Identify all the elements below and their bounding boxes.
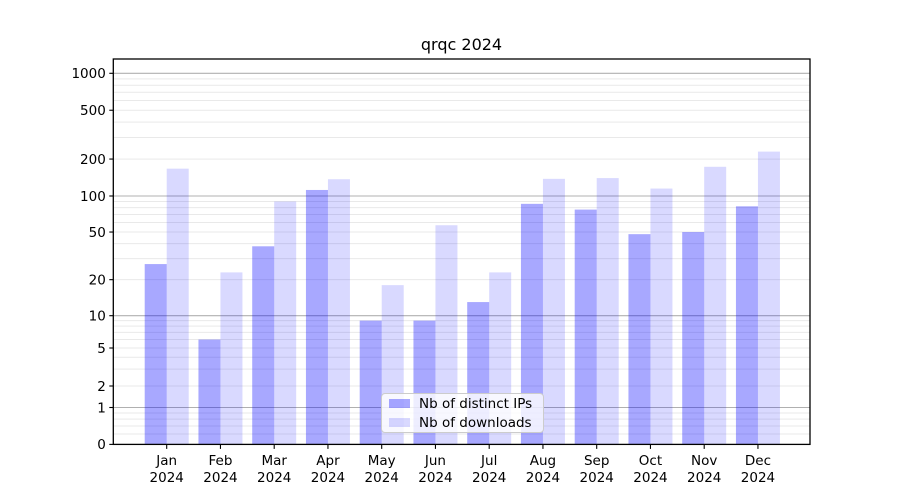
y-tick-label: 0 <box>97 437 106 453</box>
bar-downloads-mar <box>274 201 297 445</box>
chart-title: qrqc 2024 <box>420 35 503 54</box>
x-tick-label-month: Aug <box>530 453 556 469</box>
legend-item-distinct-ips: Nb of distinct IPs <box>389 396 543 412</box>
x-tick-label-month: May <box>368 453 396 469</box>
bar-distinct-ips-sep <box>574 209 597 445</box>
plot-border <box>112 58 811 446</box>
x-tick-label-month: Oct <box>639 453 662 469</box>
x-tick-label-year: 2024 <box>580 470 614 486</box>
legend-item-downloads: Nb of downloads <box>389 415 543 431</box>
bar-downloads-feb <box>220 272 243 445</box>
x-tick-label-month: Apr <box>316 453 340 469</box>
bar-distinct-ips-oct <box>628 234 651 445</box>
bar-downloads-jun <box>435 225 458 445</box>
legend-label-downloads: Nb of downloads <box>419 414 532 431</box>
bar-downloads-oct <box>650 188 673 445</box>
bar-distinct-ips-may <box>359 320 382 445</box>
x-tick-label-year: 2024 <box>365 470 399 486</box>
y-tick-label: 100 <box>80 189 106 205</box>
bar-distinct-ips-mar <box>252 246 275 445</box>
bar-distinct-ips-nov <box>682 232 705 445</box>
y-tick-label: 1000 <box>71 66 105 82</box>
bar-downloads-dec <box>757 151 780 445</box>
bar-distinct-ips-feb <box>198 339 221 445</box>
bar-distinct-ips-apr <box>305 189 328 445</box>
y-tick-label: 10 <box>89 309 106 325</box>
legend-swatch-downloads-icon <box>389 418 410 427</box>
bar-distinct-ips-aug <box>520 203 543 445</box>
x-tick-label-year: 2024 <box>526 470 560 486</box>
x-tick-label-month: Mar <box>261 453 287 469</box>
x-tick-label-month: Nov <box>691 453 717 469</box>
x-tick-label-year: 2024 <box>311 470 345 486</box>
x-tick-label-month: Feb <box>208 453 232 469</box>
x-tick-label-year: 2024 <box>150 470 184 486</box>
y-tick-label: 20 <box>89 272 106 288</box>
x-tick-label-month: Jul <box>480 453 497 469</box>
bar-downloads-apr <box>327 179 350 445</box>
x-tick-label-year: 2024 <box>687 470 721 486</box>
x-tick-label-month: Jun <box>424 453 446 469</box>
y-tick-label: 50 <box>89 225 106 241</box>
y-tick-label: 500 <box>80 103 106 119</box>
x-tick-label-year: 2024 <box>741 470 775 486</box>
x-tick-label-year: 2024 <box>633 470 667 486</box>
y-tick-label: 5 <box>97 341 106 357</box>
x-tick-label-month: Jan <box>155 453 177 469</box>
y-tick-label: 1 <box>97 400 106 416</box>
legend-swatch-distinct-ips-icon <box>389 399 410 408</box>
bar-downloads-aug <box>542 178 565 445</box>
bar-distinct-ips-dec <box>735 206 758 445</box>
x-tick-label-year: 2024 <box>418 470 452 486</box>
x-tick-label-year: 2024 <box>257 470 291 486</box>
bar-downloads-jan <box>166 168 189 445</box>
x-tick-label-year: 2024 <box>203 470 237 486</box>
y-tick-label: 200 <box>80 152 106 168</box>
bar-downloads-sep <box>596 178 619 445</box>
x-tick-label-month: Sep <box>584 453 609 469</box>
x-tick-label-month: Dec <box>745 453 771 469</box>
y-tick-label: 2 <box>97 379 106 395</box>
bar-distinct-ips-jan <box>144 264 167 445</box>
legend: Nb of distinct IPs Nb of downloads <box>381 393 544 433</box>
bar-downloads-nov <box>704 166 727 445</box>
legend-label-distinct-ips: Nb of distinct IPs <box>419 395 533 412</box>
x-tick-label-year: 2024 <box>472 470 506 486</box>
